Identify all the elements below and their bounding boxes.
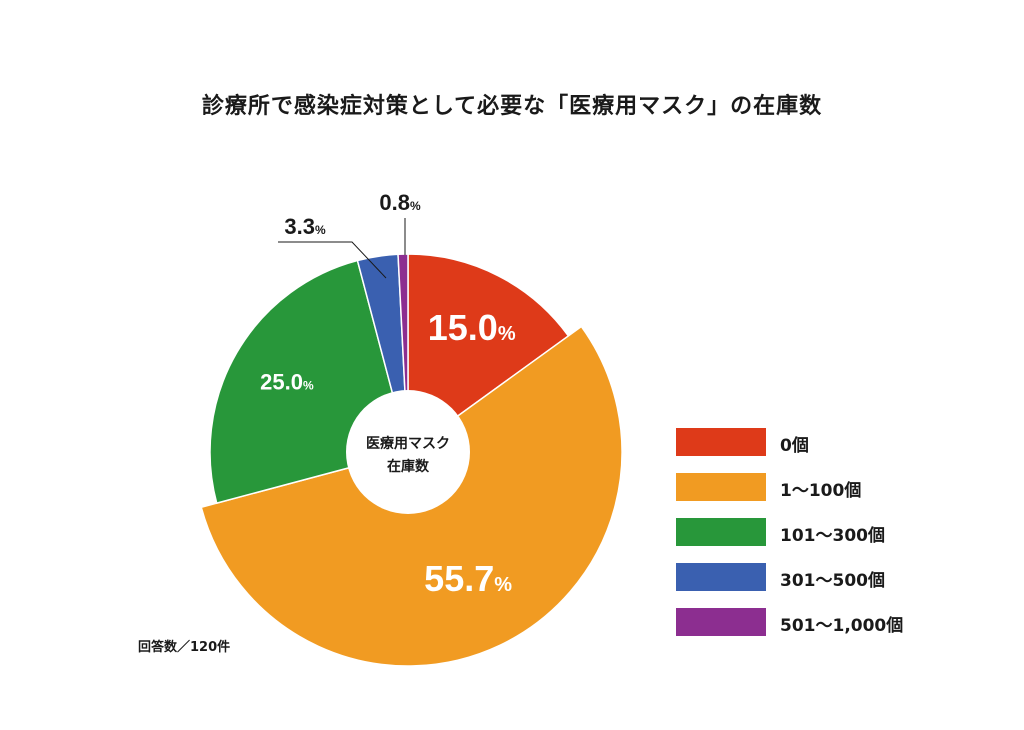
legend-label: 501〜1,000個 <box>780 616 904 636</box>
footnote: 回答数／120件 <box>138 640 231 655</box>
legend-item: 101〜300個 <box>676 518 936 548</box>
slice-value-label: 3.3% <box>284 214 326 239</box>
legend-swatch <box>676 428 766 456</box>
legend-label: 1〜100個 <box>780 481 862 501</box>
leader-line <box>278 241 387 279</box>
center-hole <box>346 390 470 514</box>
legend-swatch <box>676 518 766 546</box>
center-label-line-1: 医療用マスク <box>366 435 450 451</box>
legend-label: 101〜300個 <box>780 526 885 546</box>
legend-item: 0個 <box>676 428 936 458</box>
slice-value-label: 15.0% <box>428 307 516 348</box>
chart-title: 診療所で感染症対策として必要な「医療用マスク」の在庫数 <box>201 94 823 119</box>
legend-label: 0個 <box>780 436 809 456</box>
legend-swatch <box>676 473 766 501</box>
legend-item: 501〜1,000個 <box>676 608 936 638</box>
slice-value-label: 0.8% <box>379 190 421 215</box>
legend-item: 1〜100個 <box>676 473 936 503</box>
legend-item: 301〜500個 <box>676 563 936 593</box>
slice-value-label: 55.7% <box>424 558 512 599</box>
slice-value-label: 25.0% <box>260 369 314 394</box>
legend-swatch <box>676 563 766 591</box>
legend-label: 301〜500個 <box>780 571 885 591</box>
legend-swatch <box>676 608 766 636</box>
center-label-line-2: 在庫数 <box>387 458 430 474</box>
pie-slice <box>407 253 570 454</box>
slice-labels: 15.0% 55.7% 25.0% 3.3% 0.8% <box>260 190 516 599</box>
